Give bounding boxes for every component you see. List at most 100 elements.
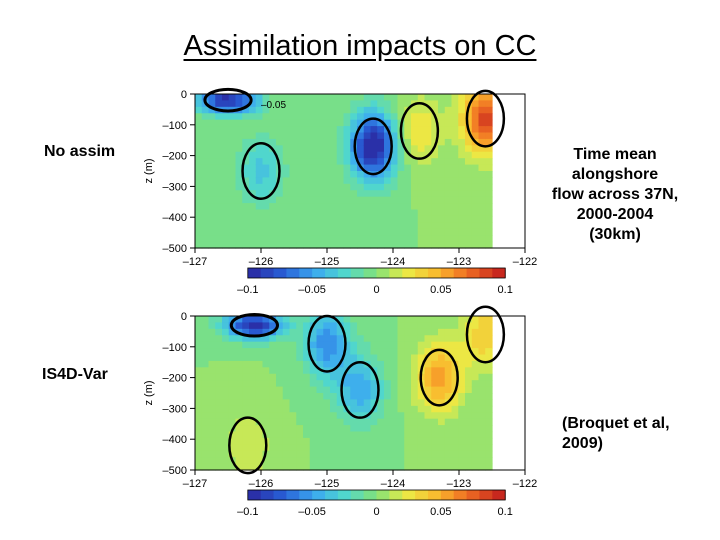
field-cell — [390, 94, 399, 102]
field-cell — [336, 418, 345, 426]
field-cell — [249, 222, 257, 230]
field-cell — [330, 450, 338, 458]
slide-title: Assimilation impacts on CC — [183, 30, 537, 62]
field-cell — [370, 145, 378, 153]
field-cell — [471, 203, 480, 211]
field-cell — [357, 328, 365, 336]
field-cell — [438, 151, 446, 159]
field-cell — [377, 393, 385, 401]
field-cell — [397, 437, 405, 445]
field-cell — [249, 373, 257, 381]
field-cell — [235, 450, 243, 458]
field-cell — [444, 341, 453, 349]
field-cell — [289, 393, 297, 401]
field-cell — [309, 228, 318, 236]
field-cell — [276, 412, 284, 420]
field-cell — [242, 431, 250, 439]
field-cell — [195, 190, 203, 198]
field-cell — [316, 126, 324, 134]
field-cell — [276, 209, 284, 217]
field-cell — [458, 354, 466, 362]
field-cell — [384, 444, 392, 452]
field-cell — [323, 328, 331, 336]
field-cell — [208, 380, 216, 388]
field-cell — [276, 341, 284, 349]
field-cell — [235, 373, 243, 381]
field-cell — [336, 367, 345, 375]
field-cell — [201, 138, 210, 146]
field-cell — [222, 348, 230, 356]
field-cell — [303, 322, 311, 330]
field-cell — [438, 209, 446, 217]
field-cell — [195, 373, 203, 381]
field-cell — [343, 373, 351, 381]
field-cell — [458, 177, 466, 185]
field-cell — [201, 322, 210, 330]
field-cell — [289, 373, 297, 381]
field-cell — [411, 444, 419, 452]
field-cell — [363, 209, 372, 217]
note-line: 2009) — [562, 435, 603, 452]
field-cell — [242, 348, 250, 356]
field-cell — [471, 209, 480, 217]
field-cell — [390, 132, 399, 140]
field-cell — [397, 348, 405, 356]
field-cell — [262, 322, 270, 330]
field-cell — [458, 132, 466, 140]
field-cell — [438, 463, 446, 471]
colorbar-tick-label: –0.1 — [237, 284, 258, 296]
field-cell — [303, 151, 311, 159]
field-cell — [195, 412, 203, 420]
field-cell — [255, 209, 264, 217]
field-cell — [195, 348, 203, 356]
field-cell — [215, 113, 223, 121]
field-cell — [316, 196, 324, 204]
field-cell — [296, 316, 304, 324]
field-cell — [363, 113, 372, 121]
field-cell — [242, 94, 250, 102]
field-cell — [384, 222, 392, 230]
field-cell — [235, 145, 243, 153]
field-cell — [357, 444, 365, 452]
field-cell — [458, 171, 466, 179]
field-cell — [296, 145, 304, 153]
field-cell — [303, 450, 311, 458]
field-cell — [384, 215, 392, 223]
field-cell — [384, 164, 392, 172]
field-cell — [431, 177, 439, 185]
field-cell — [276, 190, 284, 198]
field-cell — [235, 132, 243, 140]
colorbar-tick-label: –0.1 — [237, 506, 258, 518]
field-cell — [262, 360, 270, 368]
field-cell — [411, 450, 419, 458]
field-cell — [228, 412, 237, 420]
field-cell — [397, 450, 405, 458]
field-cell — [350, 106, 358, 114]
field-cell — [363, 126, 372, 134]
field-cell — [485, 151, 493, 159]
panel-label-no-assim: No assim — [44, 143, 116, 160]
field-cell — [357, 151, 365, 159]
field-cell — [478, 171, 486, 179]
field-cell — [431, 94, 439, 102]
field-cell — [255, 393, 264, 401]
field-cell — [215, 145, 223, 153]
x-tick-label: –127 — [183, 478, 207, 490]
field-cell — [242, 373, 250, 381]
field-cell — [438, 360, 446, 368]
field-cell — [296, 360, 304, 368]
field-cell — [269, 360, 277, 368]
field-cell — [282, 171, 291, 179]
field-cell — [404, 386, 412, 394]
field-cell — [444, 380, 453, 388]
field-cell — [438, 171, 446, 179]
field-cell — [377, 335, 385, 343]
field-cell — [208, 450, 216, 458]
field-cell — [242, 235, 250, 243]
field-cell — [478, 367, 486, 375]
field-cell — [215, 437, 223, 445]
field-cell — [363, 425, 372, 433]
field-cell — [485, 203, 493, 211]
field-cell — [330, 196, 338, 204]
field-cell — [384, 228, 392, 236]
